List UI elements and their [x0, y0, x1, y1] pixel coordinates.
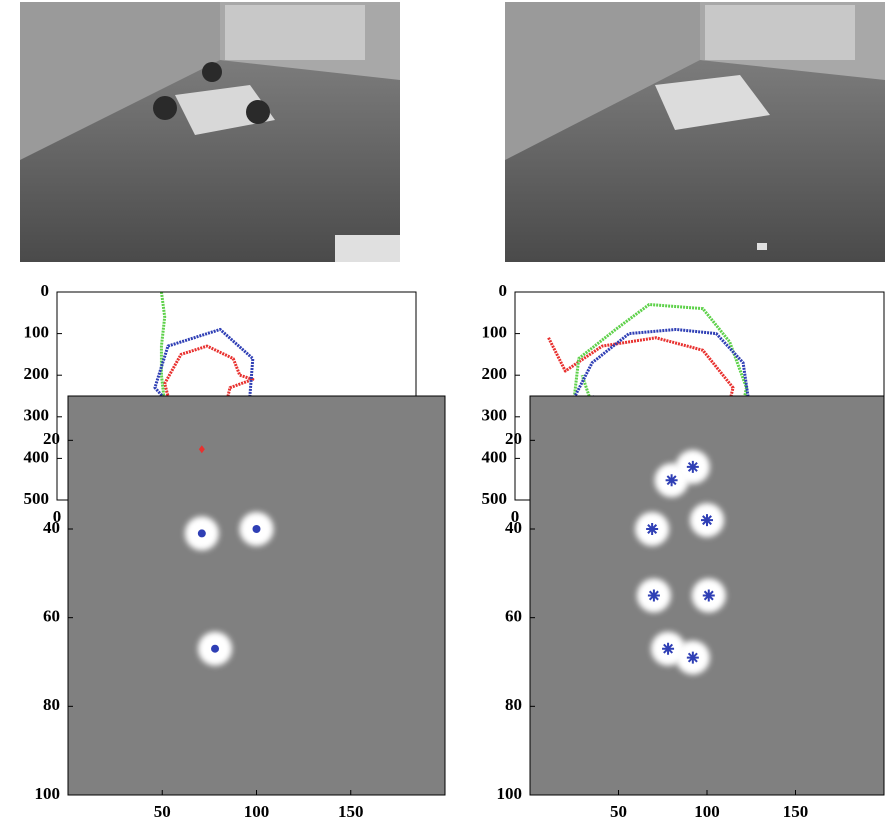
plot-background — [68, 396, 445, 795]
y-tick-label: 40 — [43, 518, 60, 537]
marker — [198, 529, 206, 537]
y-tick-label: 100 — [24, 323, 50, 342]
y-tick-label: 100 — [497, 784, 523, 803]
y-tick-label: 500 — [482, 489, 508, 508]
marker — [703, 590, 715, 602]
y-tick-label: 400 — [24, 447, 50, 466]
y-tick-label: 80 — [505, 695, 522, 714]
x-tick-label: 100 — [244, 802, 270, 821]
y-tick-label: 200 — [482, 364, 508, 383]
marker — [253, 525, 261, 533]
figure: 020040060080010000100200300400500Person … — [0, 0, 886, 825]
marker — [687, 652, 699, 664]
marker — [646, 523, 658, 535]
y-tick-label: 0 — [499, 281, 508, 300]
y-tick-label: 40 — [505, 518, 522, 537]
y-tick-label: 300 — [482, 406, 508, 425]
y-tick-label: 200 — [24, 364, 50, 383]
y-tick-label: 80 — [43, 695, 60, 714]
y-tick-label: 100 — [35, 784, 61, 803]
photo-right — [505, 2, 885, 262]
marker — [662, 643, 674, 655]
marker — [211, 645, 219, 653]
y-tick-label: 60 — [43, 607, 60, 626]
x-tick-label: 100 — [694, 802, 720, 821]
marker — [687, 461, 699, 473]
marker — [666, 474, 678, 486]
marker — [701, 514, 713, 526]
y-tick-label: 100 — [482, 323, 508, 342]
y-tick-label: 60 — [505, 607, 522, 626]
y-tick-label: 400 — [482, 447, 508, 466]
x-tick-label: 150 — [783, 802, 809, 821]
y-tick-label: 500 — [24, 489, 50, 508]
x-tick-label: 150 — [338, 802, 364, 821]
chart-panel: 50 100 150 20 40 60 80 100 — [35, 396, 446, 821]
marker — [648, 590, 660, 602]
y-tick-label: 20 — [505, 429, 522, 448]
x-tick-label: 50 — [154, 802, 171, 821]
photo-left — [20, 2, 400, 262]
x-tick-label: 50 — [610, 802, 627, 821]
chart-panel: 50 100 150 20 40 60 80 100 — [497, 396, 885, 821]
y-tick-label: 20 — [43, 429, 60, 448]
y-tick-label: 300 — [24, 406, 50, 425]
y-tick-label: 0 — [41, 281, 50, 300]
